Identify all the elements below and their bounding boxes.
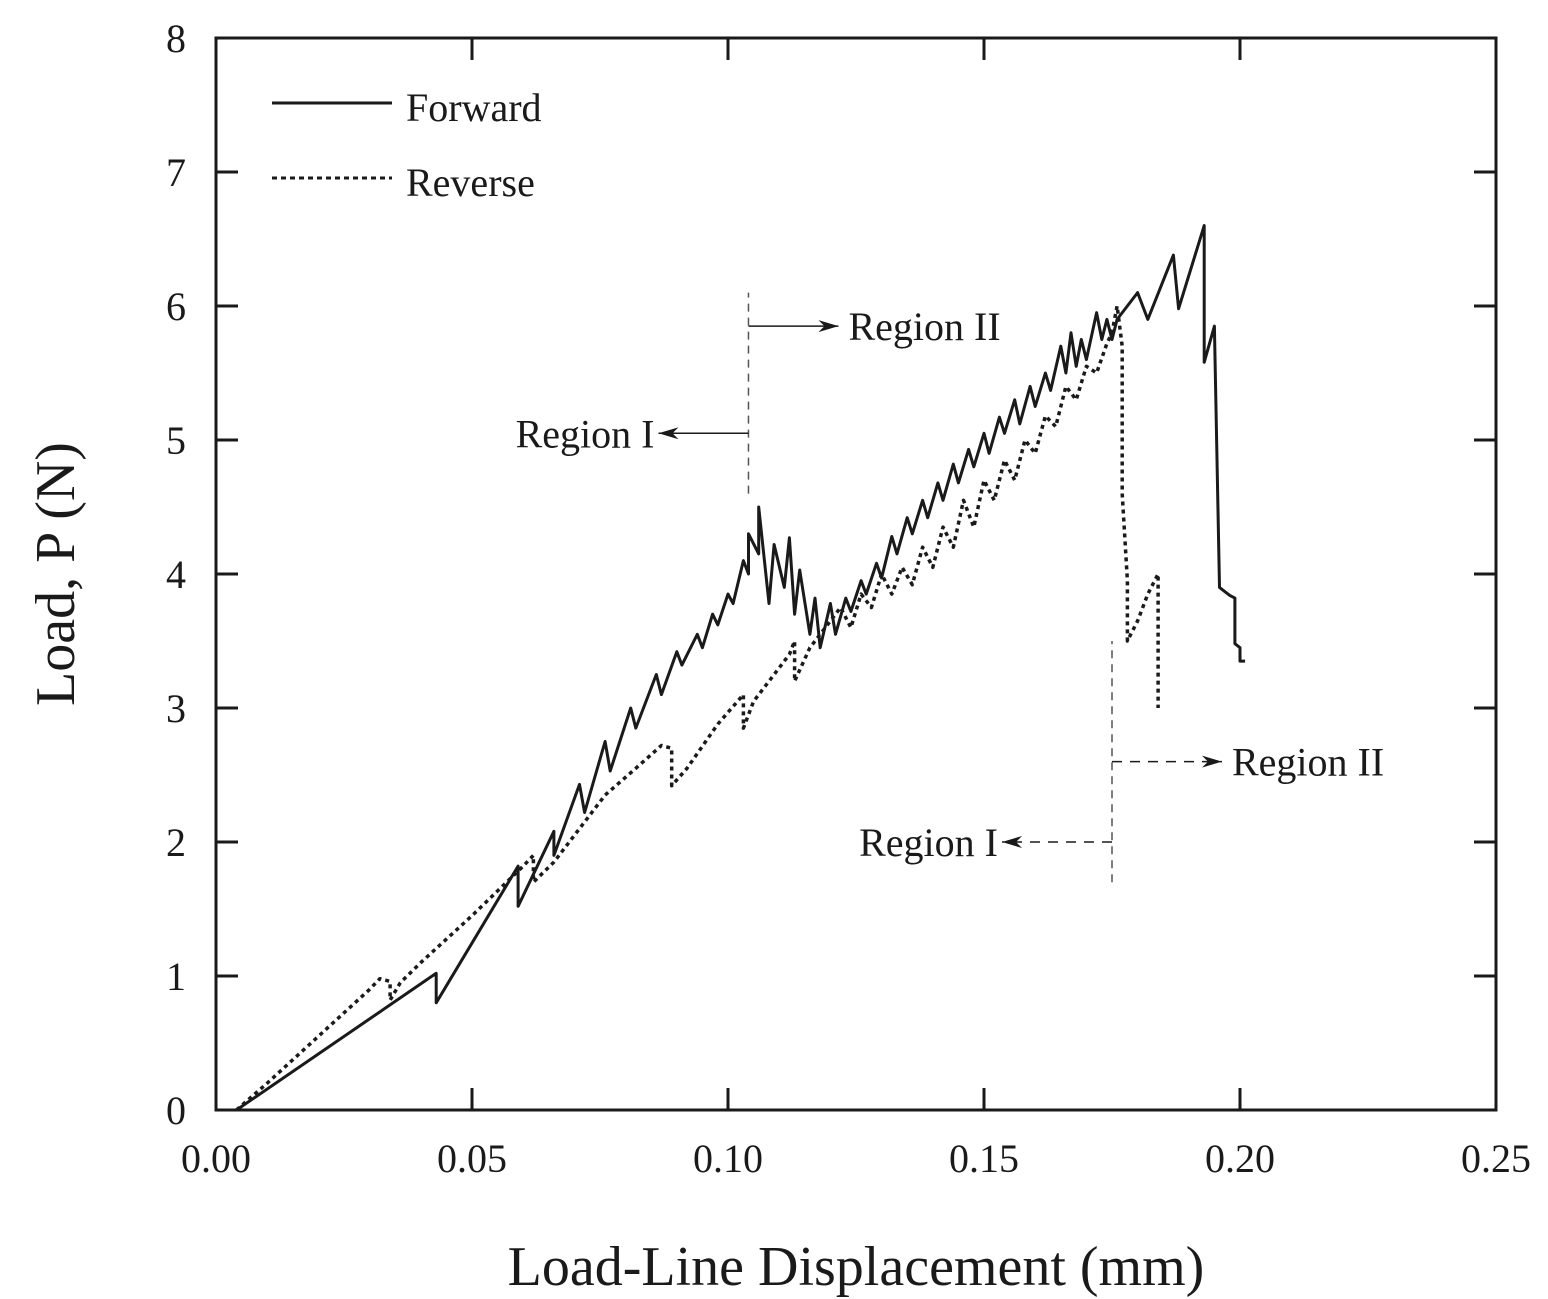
y-tick-label: 0	[166, 1088, 186, 1133]
annotation-label: Region II	[1232, 740, 1384, 785]
x-tick-label: 0.10	[693, 1136, 763, 1181]
y-tick-label: 6	[166, 284, 186, 329]
legend: Forward Reverse	[272, 85, 542, 205]
y-tick-label: 3	[166, 686, 186, 731]
series-line-reverse	[235, 304, 1160, 1112]
y-tick-label: 5	[166, 418, 186, 463]
x-axis-ticks	[214, 38, 1498, 1110]
y-tick-label: 7	[166, 150, 186, 195]
legend-forward-label: Forward	[406, 85, 542, 130]
annotation-label: Region I	[516, 411, 655, 456]
legend-reverse-label: Reverse	[406, 160, 535, 205]
y-axis-tick-labels: 0 1 2 3 4 5 6 7 8	[166, 16, 186, 1133]
series-layer	[235, 224, 1246, 1112]
y-axis-ticks	[216, 36, 1496, 1112]
x-tick-label: 0.05	[437, 1136, 507, 1181]
x-tick-label: 0.00	[181, 1136, 251, 1181]
y-axis-title: Load, P (N)	[25, 442, 87, 706]
x-axis-title: Load-Line Displacement (mm)	[508, 1236, 1205, 1298]
x-tick-label: 0.25	[1461, 1136, 1531, 1181]
annotation-label: Region II	[848, 304, 1000, 349]
annotation-layer: Region I Region II Region I Region II	[516, 292, 1384, 883]
series-line-forward	[235, 224, 1246, 1112]
annotation-label: Region I	[859, 820, 998, 865]
y-tick-label: 4	[166, 552, 186, 597]
y-tick-label: 1	[166, 954, 186, 999]
x-tick-label: 0.15	[949, 1136, 1019, 1181]
y-tick-label: 2	[166, 820, 186, 865]
x-axis-tick-labels: 0.00 0.05 0.10 0.15 0.20 0.25	[181, 1136, 1531, 1181]
y-tick-label: 8	[166, 16, 186, 61]
x-tick-label: 0.20	[1205, 1136, 1275, 1181]
